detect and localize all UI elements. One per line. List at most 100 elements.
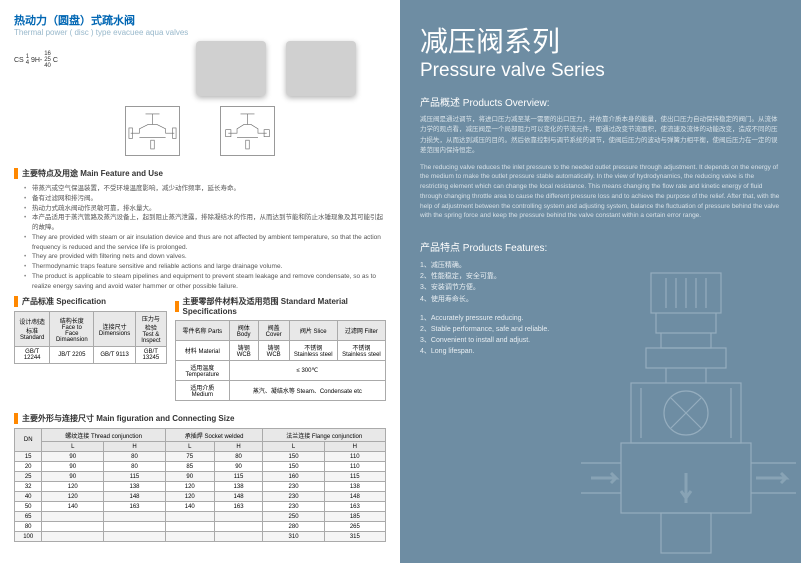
mat-hdr: 过滤网 Filter <box>337 321 385 341</box>
dim-cell: 140 <box>42 502 104 512</box>
list-item: 热动力式疏水阀动作灵敏可靠，排水量大。 <box>24 204 386 214</box>
dim-cell: 90 <box>214 462 263 472</box>
dim-hdr-sub: H <box>214 442 263 452</box>
dim-cell: 40 <box>15 492 42 502</box>
mat-cell: 材料 Material <box>175 341 229 361</box>
dim-cell: 230 <box>263 482 324 492</box>
dim-cell: 75 <box>165 452 214 462</box>
table-row: 1590807580150110 <box>15 452 386 462</box>
dim-cell: 185 <box>324 512 385 522</box>
material-table: 零件名称 Parts 阀体 Body 阀盖 Cover 阀片 Slice 过滤网… <box>175 320 386 401</box>
table-row: 2090808590150110 <box>15 462 386 472</box>
dimension-table: DN 螺纹连接 Thread conjunction 承插焊 Socket we… <box>14 428 386 542</box>
dim-cell: 115 <box>214 472 263 482</box>
list-item: 备有过滤网和排污阀。 <box>24 194 386 204</box>
dim-cell: 138 <box>104 482 166 492</box>
mat-hdr: 阀体 Body <box>229 321 258 341</box>
dim-cell: 310 <box>263 532 324 542</box>
dim-hdr-sub: L <box>165 442 214 452</box>
mat-cell: 铸钢 WCB <box>258 341 289 361</box>
mat-cell: 蒸汽、凝结水等 Steam、Condensate etc <box>229 381 385 401</box>
dim-cell: 138 <box>214 482 263 492</box>
orange-bar-icon <box>175 301 179 312</box>
dim-cell <box>165 532 214 542</box>
orange-bar-icon <box>14 168 18 179</box>
dim-cell: 50 <box>15 502 42 512</box>
dim-cell <box>214 532 263 542</box>
dim-cell: 80 <box>15 522 42 532</box>
dim-hdr-dn: DN <box>15 429 42 452</box>
dim-cell: 120 <box>42 482 104 492</box>
title-block: 热动力（圆盘）式疏水阀 Thermal power ( disc ) type … <box>14 12 386 37</box>
mat-cell: 不锈钢 Stainless steel <box>289 341 337 361</box>
dim-cell: 230 <box>263 492 324 502</box>
dim-cell <box>104 522 166 532</box>
mat-cell: 适用温度 Temperature <box>175 361 229 381</box>
orange-bar-icon <box>14 296 18 307</box>
dim-cell <box>165 522 214 532</box>
mat-hdr: 阀片 Slice <box>289 321 337 341</box>
dim-hdr-sub: H <box>104 442 166 452</box>
orange-bar-icon <box>14 413 18 424</box>
dim-cell: 230 <box>263 502 324 512</box>
overview-text-cn: 减压阀是通过调节，将进口压力减至某一需要的出口压力，并依靠介质本身的能量，使出口… <box>420 115 781 157</box>
dim-cell: 85 <box>165 462 214 472</box>
list-item: The product is applicable to steam pipel… <box>24 272 386 292</box>
dim-hdr-sub: L <box>42 442 104 452</box>
right-title-cn: 减压阀系列 <box>420 20 781 60</box>
feature-bullets: 带蒸汽或空气保温装置，不受环境温度影响，减少动作频率，延长寿命。 备有过滤网和排… <box>24 184 386 291</box>
drawing-flanged <box>125 106 180 156</box>
dim-cell <box>42 532 104 542</box>
dim-cell: 15 <box>15 452 42 462</box>
spec-hdr: 结构长度 Face to Face Dimaension <box>50 312 94 347</box>
dim-cell: 265 <box>324 522 385 532</box>
dim-hdr-group: 螺纹连接 Thread conjunction <box>42 429 165 442</box>
mat-cell: 铸钢 WCB <box>229 341 258 361</box>
left-page: 热动力（圆盘）式疏水阀 Thermal power ( disc ) type … <box>0 0 400 563</box>
dim-cell: 120 <box>42 492 104 502</box>
spec-cell: GB/T 12244 <box>15 347 50 364</box>
spec-cell: GB/T 9113 <box>94 347 136 364</box>
section-mat-header: 主要零部件材料及适用范围 Standard Material Specifica… <box>175 296 386 316</box>
spec-cell: JB/T 2205 <box>50 347 94 364</box>
dim-cell: 90 <box>42 472 104 482</box>
dim-cell: 160 <box>263 472 324 482</box>
section-mat-title: 主要零部件材料及适用范围 Standard Material Specifica… <box>183 296 386 316</box>
dim-cell: 120 <box>165 482 214 492</box>
overview-text-en: The reducing valve reduces the inlet pre… <box>420 163 781 222</box>
dim-cell: 90 <box>165 472 214 482</box>
section-spec-title: 产品标准 Specification <box>22 296 106 307</box>
right-page: 减压阀系列 Pressure valve Series 产品概述 Product… <box>400 0 801 563</box>
title-cn: 热动力（圆盘）式疏水阀 <box>14 12 386 28</box>
dim-cell: 115 <box>324 472 385 482</box>
dim-cell <box>214 512 263 522</box>
mat-cell: 适用介质 Medium <box>175 381 229 401</box>
dim-hdr-sub: H <box>324 442 385 452</box>
dim-cell: 148 <box>214 492 263 502</box>
dim-cell: 140 <box>165 502 214 512</box>
section-dim-title: 主要外形与连接尺寸 Main figuration and Connecting… <box>22 413 234 424</box>
dim-hdr-group: 法兰连接 Flange conjunction <box>263 429 386 442</box>
dim-cell: 148 <box>324 492 385 502</box>
dim-cell: 150 <box>263 452 324 462</box>
mat-cell: 不锈钢 Stainless steel <box>337 341 385 361</box>
right-title-en: Pressure valve Series <box>420 60 781 82</box>
table-row: 50140163140163230163 <box>15 502 386 512</box>
dim-cell: 65 <box>15 512 42 522</box>
list-item: They are provided with steam or air insu… <box>24 233 386 253</box>
dim-cell: 150 <box>263 462 324 472</box>
mat-hdr: 零件名称 Parts <box>175 321 229 341</box>
dim-cell: 280 <box>263 522 324 532</box>
dim-cell: 148 <box>104 492 166 502</box>
valve-diagram-drawing <box>571 263 801 563</box>
valve-photo-threaded <box>286 41 356 96</box>
dim-cell: 115 <box>104 472 166 482</box>
dim-cell <box>165 512 214 522</box>
dim-cell: 163 <box>214 502 263 512</box>
list-item: 本产品适用于蒸汽管路及蒸汽设备上，起到阻止蒸汽泄露，排除凝结水的作用，从而达到节… <box>24 213 386 233</box>
dim-cell: 163 <box>324 502 385 512</box>
dim-cell: 138 <box>324 482 385 492</box>
dim-cell: 90 <box>42 462 104 472</box>
dim-cell: 80 <box>104 462 166 472</box>
table-row: 65250185 <box>15 512 386 522</box>
